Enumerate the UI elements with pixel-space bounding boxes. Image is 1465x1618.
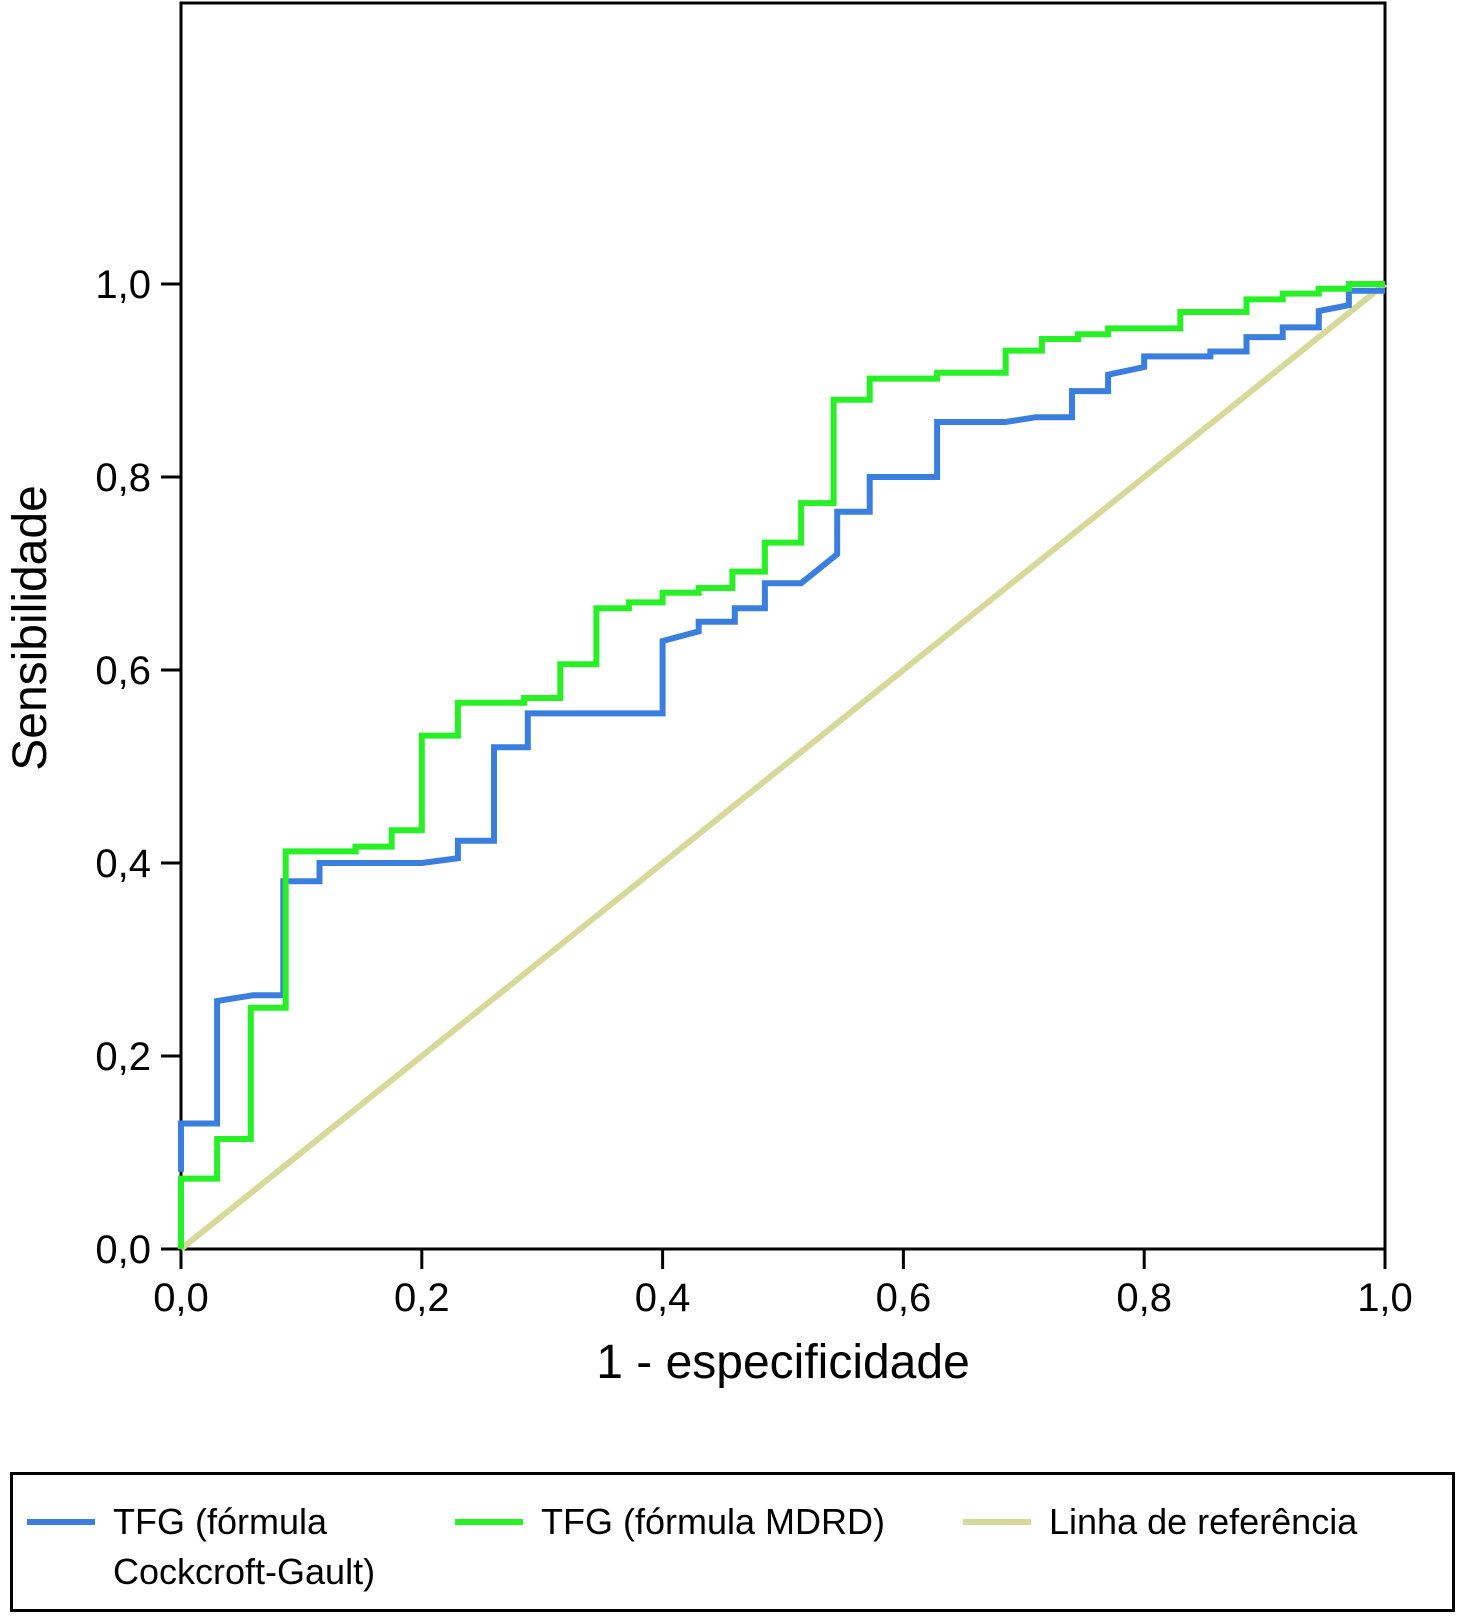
reference-line — [179, 281, 1387, 1252]
legend-item-reference: Linha de referência — [963, 1497, 1443, 1547]
legend-swatch-reference — [963, 1519, 1031, 1525]
y-tick-label: 0,2 — [95, 1035, 151, 1079]
y-axis: 0,0 0,2 0,4 0,6 0,8 1,0 — [95, 263, 181, 1272]
x-tick-label: 0,0 — [153, 1276, 209, 1320]
y-tick-label: 0,0 — [95, 1228, 151, 1272]
cockcroft-gault-line — [178, 287, 1385, 1172]
x-tick-label: 1,0 — [1357, 1276, 1413, 1320]
y-tick-label: 0,4 — [95, 842, 151, 886]
series-layer — [178, 281, 1387, 1252]
y-tick-label: 1,0 — [95, 263, 151, 307]
legend-swatch-cockcroft-gault — [27, 1519, 95, 1525]
legend: TFG (fórmula Cockcroft-Gault) TFG (fórmu… — [10, 1472, 1455, 1612]
y-tick-label: 0,6 — [95, 649, 151, 693]
roc-chart: 0,0 0,2 0,4 0,6 0,8 1,0 0,0 0,2 0,4 0,6 0,8 1,0 1 … — [4, 1, 1413, 1389]
y-axis-title: Sensibilidade — [4, 485, 57, 771]
x-axis-title: 1 - especificidade — [596, 1336, 970, 1389]
legend-item-mdrd: TFG (fórmula MDRD) — [455, 1497, 975, 1547]
x-tick-label: 0,8 — [1116, 1276, 1172, 1320]
y-tick-label: 0,8 — [95, 456, 151, 500]
x-tick-label: 0,6 — [876, 1276, 932, 1320]
legend-label-reference: Linha de referência — [1049, 1501, 1358, 1542]
x-axis: 0,0 0,2 0,4 0,6 0,8 1,0 — [153, 1249, 1413, 1320]
plot-frame — [179, 1, 1387, 1251]
x-tick-label: 0,4 — [635, 1276, 691, 1320]
legend-swatch-mdrd — [455, 1519, 523, 1525]
legend-label-cockcroft-gault: TFG (fórmula Cockcroft-Gault) — [113, 1501, 376, 1592]
x-tick-label: 0,2 — [394, 1276, 450, 1320]
legend-label-mdrd: TFG (fórmula MDRD) — [541, 1501, 885, 1542]
mdrd-line — [178, 281, 1385, 1249]
legend-item-cockcroft-gault: TFG (fórmula Cockcroft-Gault) — [27, 1497, 447, 1597]
